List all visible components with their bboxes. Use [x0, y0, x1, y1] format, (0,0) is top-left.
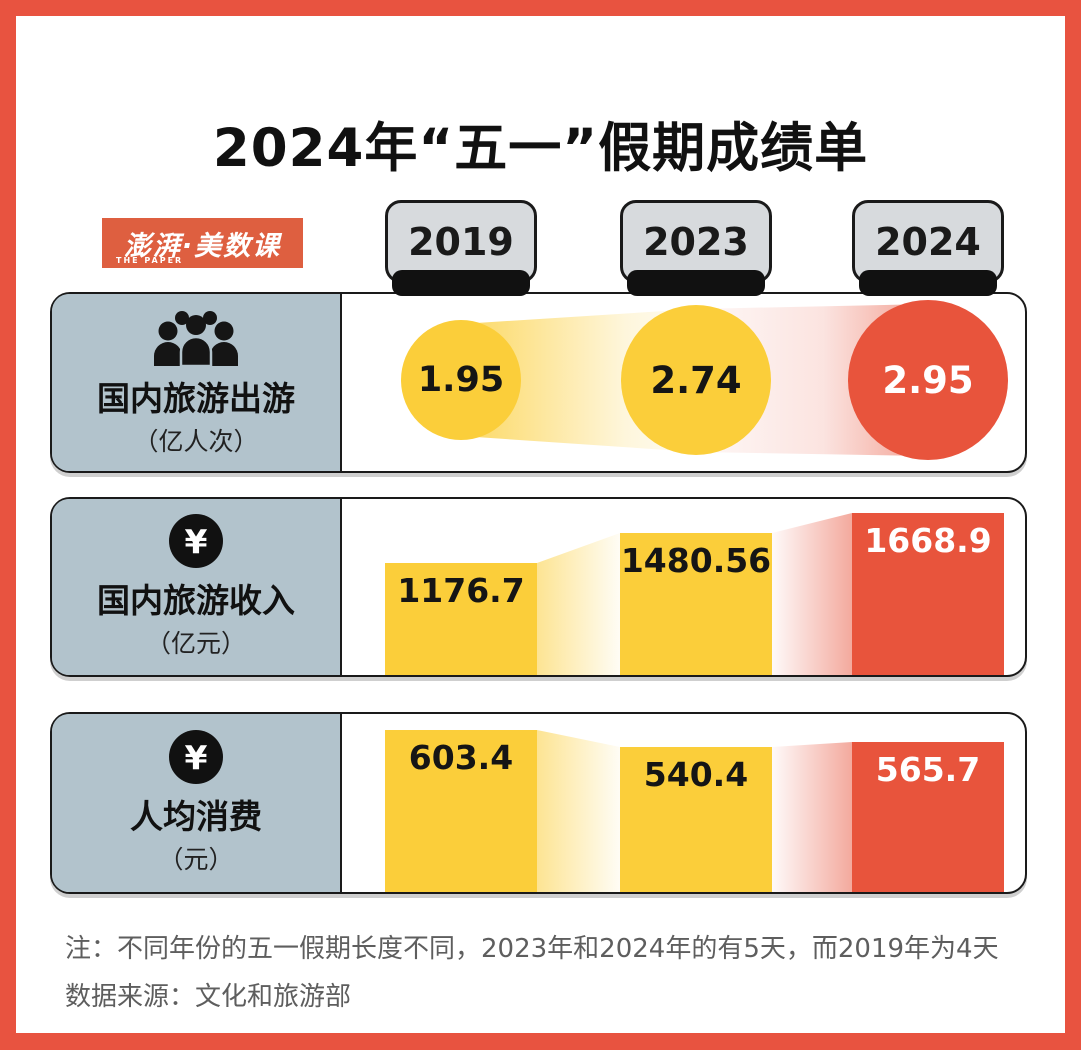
crowd-icon — [154, 310, 238, 366]
yuan-glyph: ¥ — [184, 737, 208, 777]
year-label: 2024 — [875, 219, 981, 264]
metric-unit: （亿元） — [145, 629, 246, 658]
page-title: 2024年“五一”假期成绩单 — [212, 117, 869, 179]
bar-value: 565.7 — [875, 750, 981, 789]
bar-2024-revenue: 1668.9 — [852, 513, 1004, 675]
bar-2019-revenue: 1176.7 — [385, 563, 537, 675]
metric-label: 国内旅游收入 — [97, 581, 295, 620]
logo-the-paper: 澎湃·美数课 THE PAPER — [102, 218, 303, 268]
logo-text: 澎湃·美数课 — [123, 230, 282, 262]
bar-connector-gradients — [537, 513, 852, 675]
bubble-2024-trips: 2.95 — [848, 300, 1008, 460]
year-label: 2023 — [643, 219, 749, 264]
card-domestic-trips: 1.95 2.74 2.95 国内旅游出游 — [50, 292, 1027, 473]
year-label: 2019 — [408, 219, 514, 264]
bubble-2019-trips: 1.95 — [401, 320, 521, 440]
metric-panel-revenue: ¥ 国内旅游收入 （亿元） — [52, 499, 342, 675]
bar-2019-spending: 603.4 — [385, 730, 537, 892]
footnote: 注：不同年份的五一假期长度不同，2023年和2024年的有5天，而2019年为4… — [65, 934, 999, 964]
bar-value: 603.4 — [408, 738, 514, 777]
metric-unit: （亿人次） — [133, 426, 259, 456]
bar-value: 1668.9 — [864, 521, 992, 560]
metric-unit: （元） — [158, 845, 234, 874]
yuan-icon: ¥ — [169, 514, 223, 568]
tab-base-bar — [392, 270, 530, 296]
yuan-glyph: ¥ — [184, 521, 208, 561]
year-tab-2023: 2023 — [620, 200, 772, 296]
bubble-2023-trips: 2.74 — [621, 305, 771, 455]
card-per-capita-spending: 603.4 540.4 565.7 ¥ 人均消费 （元） — [50, 712, 1027, 894]
tab-base-bar — [627, 270, 765, 296]
metric-panel-spending: ¥ 人均消费 （元） — [52, 714, 342, 892]
bubble-value: 1.95 — [417, 360, 505, 400]
bar-connector-gradients — [537, 730, 852, 892]
metric-label: 人均消费 — [130, 797, 262, 836]
card-tourism-revenue: 1176.7 1480.56 1668.9 ¥ 国内旅游收入 （亿元） — [50, 497, 1027, 677]
yuan-icon: ¥ — [169, 730, 223, 784]
year-tab-2024: 2024 — [852, 200, 1004, 296]
metric-panel-trips: 国内旅游出游 （亿人次） — [52, 294, 342, 471]
metric-label: 国内旅游出游 — [97, 378, 295, 418]
tab-base-bar — [859, 270, 997, 296]
bar-2024-spending: 565.7 — [852, 742, 1004, 892]
bar-value: 1176.7 — [397, 571, 525, 610]
bar-2023-revenue: 1480.56 — [620, 533, 772, 675]
bar-value: 1480.56 — [620, 541, 772, 580]
bar-value: 540.4 — [643, 755, 749, 794]
bar-2023-spending: 540.4 — [620, 747, 772, 892]
bubble-value: 2.95 — [882, 358, 974, 402]
year-tab-2019: 2019 — [385, 200, 537, 296]
data-source: 数据来源：文化和旅游部 — [65, 982, 352, 1012]
logo-subtext: THE PAPER — [116, 256, 184, 265]
bubble-value: 2.74 — [650, 358, 742, 402]
